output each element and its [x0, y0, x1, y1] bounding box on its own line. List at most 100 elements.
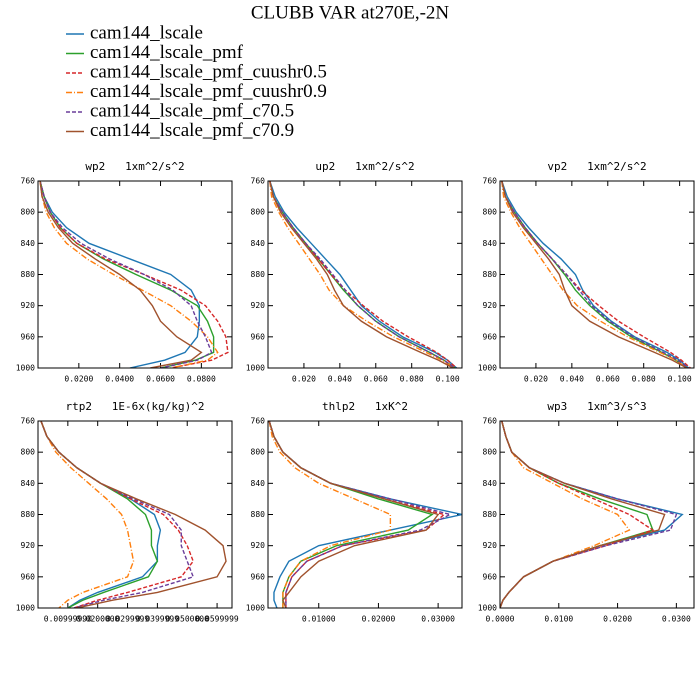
y-tick-label: 960 [483, 332, 498, 341]
x-tick-label: 0.0600 [146, 375, 175, 384]
y-tick-label: 760 [483, 417, 498, 426]
profile-line [39, 181, 229, 368]
profile-line [501, 181, 688, 368]
x-tick-label: 0.0200 [64, 375, 93, 384]
y-tick-label: 800 [21, 208, 36, 217]
x-tick-label: 0.0300 [662, 615, 691, 624]
y-tick-label: 840 [483, 479, 498, 488]
y-tick-label: 960 [251, 572, 266, 581]
y-tick-label: 960 [251, 332, 266, 341]
y-tick-label: 1000 [478, 364, 497, 373]
y-tick-label: 760 [21, 177, 36, 186]
y-tick-label: 920 [483, 541, 498, 550]
panel-frame [37, 420, 233, 609]
panel-title: rtp2 1E-6x(kg/kg)^2 [65, 400, 204, 413]
profile-line [501, 181, 690, 368]
y-tick-label: 800 [21, 448, 36, 457]
legend-label: cam144_lscale [90, 22, 203, 43]
x-tick-label: 0.0200 [603, 615, 632, 624]
panel-frame [267, 420, 463, 609]
profile-line [268, 421, 440, 608]
y-tick-label: 880 [483, 510, 498, 519]
panel-title: wp2 1xm^2/s^2 [85, 160, 184, 173]
panel-frame [499, 420, 695, 609]
profile-line [269, 181, 456, 368]
y-tick-label: 920 [21, 541, 36, 550]
y-tick-label: 760 [483, 177, 498, 186]
profile-line [39, 181, 213, 368]
x-tick-label: 0.0800 [187, 375, 216, 384]
x-tick-label: 0.080 [632, 375, 656, 384]
legend-label: cam144_lscale_pmf_c70.5 [90, 100, 294, 121]
x-tick-label: 0.100 [436, 375, 460, 384]
x-tick-label: 0.040 [560, 375, 584, 384]
legend-label: cam144_lscale_pmf_cuushr0.9 [90, 81, 327, 102]
x-tick-label: 0.03000 [421, 615, 455, 624]
x-tick-label: 0.0200000 [76, 615, 120, 624]
x-tick-label: 0.060 [596, 375, 620, 384]
profile-line [269, 181, 458, 368]
x-tick-label: 0.00999990 [44, 615, 92, 624]
legend-label: cam144_lscale_pmf_c70.9 [90, 120, 294, 141]
panel-title: vp2 1xm^2/s^2 [547, 160, 646, 173]
legend-label: cam144_lscale_pmf_cuushr0.5 [90, 61, 327, 82]
y-tick-label: 880 [21, 270, 36, 279]
y-tick-label: 960 [21, 332, 36, 341]
y-tick-label: 840 [251, 239, 266, 248]
profile-line [40, 421, 194, 608]
y-tick-label: 880 [251, 270, 266, 279]
panel-title: wp3 1xm^3/s^3 [547, 400, 646, 413]
y-tick-label: 880 [251, 510, 266, 519]
panel-frame [37, 180, 233, 369]
y-tick-label: 840 [483, 239, 498, 248]
y-tick-label: 760 [251, 417, 266, 426]
x-tick-label: 0.100 [668, 375, 692, 384]
y-tick-label: 800 [251, 208, 266, 217]
panel-frame [267, 180, 463, 369]
x-tick-label: 0.0100 [544, 615, 573, 624]
profile-line [269, 181, 456, 368]
panel-frame [499, 180, 695, 369]
y-tick-label: 1000 [16, 364, 35, 373]
y-tick-label: 920 [483, 301, 498, 310]
profile-line [40, 421, 135, 608]
y-tick-label: 920 [21, 301, 36, 310]
x-tick-label: 0.0599999 [195, 615, 239, 624]
profile-line [269, 181, 454, 368]
y-tick-label: 960 [21, 572, 36, 581]
x-tick-label: 0.020 [292, 375, 316, 384]
x-tick-label: 0.0000 [486, 615, 515, 624]
profile-line [39, 181, 203, 368]
x-tick-label: 0.060 [364, 375, 388, 384]
profile-line [40, 421, 195, 608]
x-tick-label: 0.0400 [105, 375, 134, 384]
profile-line [39, 181, 201, 368]
y-tick-label: 840 [251, 479, 266, 488]
x-tick-label: 0.020 [524, 375, 548, 384]
y-tick-label: 1000 [246, 604, 265, 613]
profile-line [501, 181, 688, 368]
y-tick-label: 800 [483, 208, 498, 217]
panel-title: up2 1xm^2/s^2 [315, 160, 414, 173]
y-tick-label: 800 [251, 448, 266, 457]
x-tick-label: 0.040 [328, 375, 352, 384]
x-tick-label: 0.0299999 [106, 615, 150, 624]
profile-line [39, 181, 215, 368]
y-tick-label: 840 [21, 239, 36, 248]
y-tick-label: 1000 [16, 604, 35, 613]
profile-line [501, 181, 690, 368]
y-tick-label: 1000 [246, 364, 265, 373]
profile-line [268, 421, 392, 608]
x-tick-label: 0.080 [400, 375, 424, 384]
x-tick-label: 0.0399999 [136, 615, 180, 624]
y-tick-label: 960 [483, 572, 498, 581]
y-tick-label: 760 [251, 177, 266, 186]
figure-title: CLUBB VAR at270E,-2N [251, 2, 450, 23]
y-tick-label: 880 [21, 510, 36, 519]
y-tick-label: 840 [21, 479, 36, 488]
profile-line [40, 421, 227, 608]
x-tick-label: 0.02000 [362, 615, 396, 624]
y-tick-label: 920 [251, 301, 266, 310]
y-tick-label: 880 [483, 270, 498, 279]
